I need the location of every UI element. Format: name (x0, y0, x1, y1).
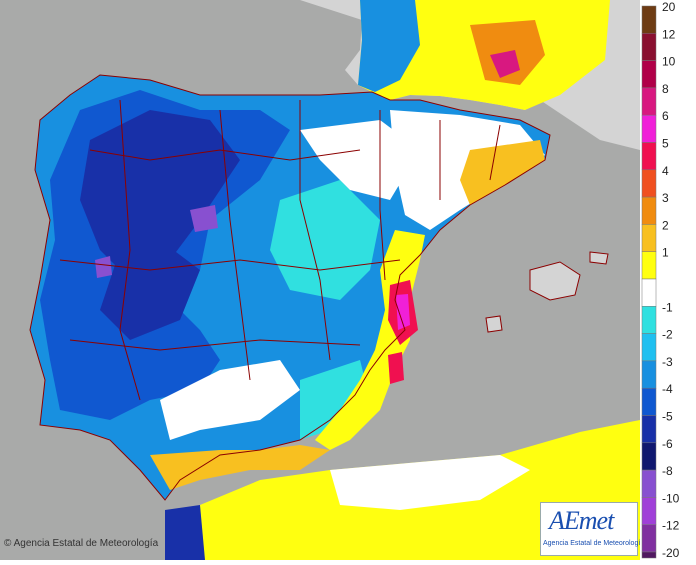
ebro-white (300, 120, 420, 200)
legend-swatch (641, 442, 657, 471)
legend-label: -10 (662, 491, 680, 505)
legend-swatch (641, 551, 657, 559)
legend-swatch (641, 306, 657, 334)
legend-swatch (641, 360, 657, 389)
legend-label: 8 (662, 82, 669, 96)
logo-text: AEmet (549, 506, 614, 535)
legend-label: 4 (662, 164, 669, 178)
province-borders (29, 74, 551, 501)
legend-label: 12 (662, 27, 676, 41)
legend-label: -4 (662, 382, 673, 396)
france-hot (490, 50, 520, 78)
legend-label: -1 (662, 300, 673, 314)
legend-swatch (641, 114, 657, 143)
legend-label: 5 (662, 137, 669, 151)
legend-swatch (641, 87, 657, 116)
legend-swatch (641, 415, 657, 444)
legend-swatch (641, 387, 657, 416)
legend-label: 20 (662, 0, 676, 14)
legend-label: -3 (662, 355, 673, 369)
africa-white (330, 455, 530, 510)
legend-label: -2 (662, 328, 673, 342)
france-cold (358, 0, 420, 92)
menorca (589, 251, 609, 265)
legend-swatch (641, 224, 657, 252)
murcia-hot (388, 352, 404, 384)
anomaly-map: AEmet Agencia Estatal de Meteorología © … (0, 0, 644, 560)
color-legend: 20 12 10 8 6 5 4 3 2 1 -1 -2 -3 -4 -5 -6 -8 -10 -12 -20 (640, 0, 696, 560)
legend-label: 2 (662, 218, 669, 232)
legend-label: 3 (662, 191, 669, 205)
purple-patch-2 (95, 256, 112, 278)
central-colder (100, 240, 200, 340)
legend-label: -20 (662, 546, 680, 560)
legend-swatch (641, 196, 657, 225)
legend-swatch (641, 5, 657, 34)
legend-swatch (641, 60, 657, 89)
catalonia-warm (460, 140, 545, 205)
legend-label: 1 (662, 246, 669, 260)
legend-label: -6 (662, 437, 673, 451)
legend-label: -5 (662, 410, 673, 424)
legend-label: 6 (662, 109, 669, 123)
south-coast-warm (150, 445, 330, 490)
legend-swatch (641, 169, 657, 198)
legend-svg: 20 12 10 8 6 5 4 3 2 1 -1 -2 -3 -4 -5 -6 -8 -10 -12 -20 (641, 0, 680, 560)
legend-swatch (641, 497, 657, 525)
legend-label: 10 (662, 55, 676, 69)
copyright-text: © Agencia Estatal de Meteorología (4, 538, 159, 549)
map-svg (0, 0, 640, 560)
purple-patch-1 (190, 205, 218, 232)
legend-swatch (641, 524, 657, 553)
legend-swatch (641, 278, 657, 307)
legend-label: -12 (662, 519, 680, 533)
aemet-logo: AEmet Agencia Estatal de Meteorología (540, 502, 644, 556)
logo-subtitle: Agencia Estatal de Meteorología (543, 540, 645, 547)
southeast-cyan (300, 360, 370, 440)
legend-swatch (641, 469, 657, 498)
legend-swatch (641, 251, 657, 280)
mallorca (529, 261, 581, 301)
legend-swatch (641, 33, 657, 61)
africa-cold (165, 505, 205, 560)
legend-swatch (641, 333, 657, 362)
ibiza (485, 315, 503, 333)
legend-label: -8 (662, 464, 673, 478)
east-cyan (270, 180, 380, 300)
legend-swatch (641, 142, 657, 171)
valencia-hotter (396, 294, 410, 330)
south-white (160, 360, 300, 440)
